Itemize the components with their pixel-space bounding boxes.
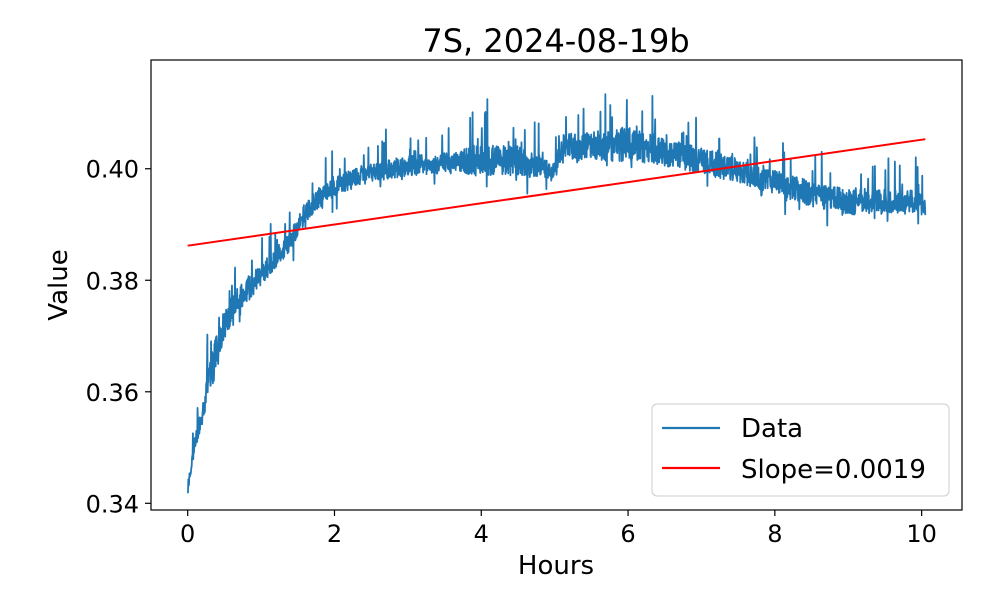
y-tick-label: 0.34 (86, 490, 139, 518)
y-axis: 0.34 0.36 0.38 0.40 (86, 156, 151, 518)
plot-frame (150, 59, 963, 511)
x-tick-label: 0 (180, 520, 195, 548)
legend: Data Slope=0.0019 (651, 403, 950, 497)
x-axis-label: Hours (518, 551, 594, 581)
legend-slope-label: Slope=0.0019 (741, 455, 926, 485)
legend-data-label: Data (741, 414, 803, 444)
x-tick-label: 6 (620, 520, 635, 548)
data-series-line (186, 93, 927, 494)
y-tick-label: 0.38 (86, 267, 139, 295)
x-tick-label: 4 (474, 520, 489, 548)
y-axis-label: Value (44, 249, 74, 320)
plot-area (186, 93, 927, 494)
slope-fit-line (187, 138, 926, 247)
x-axis: 0 2 4 6 8 10 (180, 510, 937, 548)
chart-title: 7S, 2024-08-19b (422, 22, 689, 60)
y-tick-label: 0.40 (86, 156, 139, 184)
x-tick-label: 2 (327, 520, 342, 548)
x-tick-label: 8 (767, 520, 782, 548)
legend-box (651, 403, 950, 497)
y-tick-label: 0.36 (86, 379, 139, 407)
x-tick-label: 10 (906, 520, 937, 548)
